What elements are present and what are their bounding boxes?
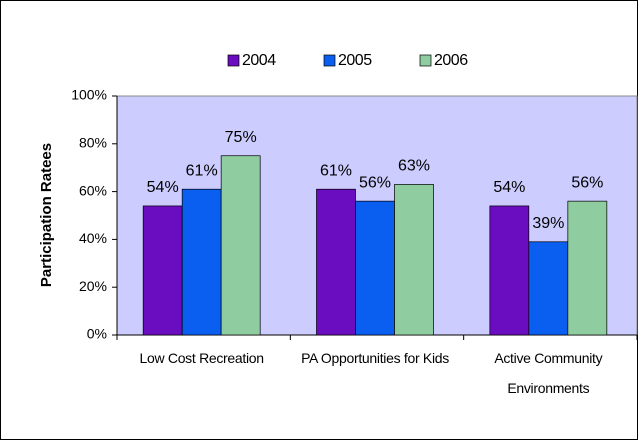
x-tick-label: Active Community Environments	[494, 350, 603, 396]
data-label: 61%	[186, 162, 218, 179]
legend-label: 2005	[338, 52, 372, 69]
data-label: 61%	[320, 162, 352, 179]
legend-label: 2004	[242, 52, 276, 69]
bar	[489, 205, 530, 336]
y-axis-title: Participation Ratees	[38, 143, 55, 287]
bar	[528, 241, 569, 336]
data-label: 63%	[398, 158, 430, 175]
y-tick-label: 40%	[79, 230, 107, 246]
legend-label: 2006	[434, 52, 468, 69]
bar	[316, 188, 356, 336]
data-label: 54%	[493, 179, 525, 196]
y-tick-label: 100%	[71, 87, 107, 103]
data-label: 39%	[532, 215, 564, 232]
legend-swatch	[419, 54, 432, 67]
data-label: 54%	[147, 179, 179, 196]
data-label: 75%	[225, 129, 257, 146]
legend-swatch	[323, 54, 336, 67]
y-tick-label: 60%	[79, 182, 107, 198]
x-tick-label: PA Opportunities for Kids	[301, 350, 449, 366]
x-tick-label: Low Cost Recreation	[139, 350, 265, 366]
data-label: 56%	[359, 174, 391, 191]
data-label: 56%	[571, 174, 603, 191]
bar	[394, 184, 434, 336]
y-tick-label: 80%	[79, 135, 107, 151]
bar	[181, 188, 222, 336]
y-tick-label: 20%	[79, 278, 107, 294]
y-tick-label: 0%	[87, 326, 107, 342]
bar	[220, 155, 261, 336]
bar	[567, 200, 608, 336]
bar	[355, 200, 395, 336]
legend-swatch	[227, 54, 240, 67]
bar	[142, 205, 183, 336]
